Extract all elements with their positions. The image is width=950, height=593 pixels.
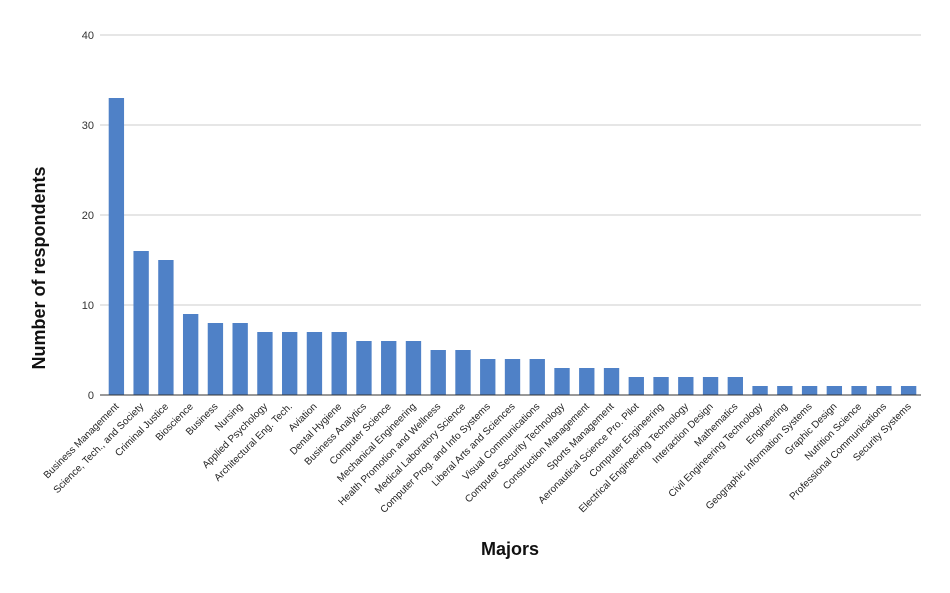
bar: [455, 350, 471, 395]
bar: [108, 98, 125, 395]
bar: [430, 350, 446, 395]
bar: [851, 386, 867, 395]
bar: [727, 377, 743, 395]
x-axis-title: Majors: [481, 539, 539, 559]
bar: [356, 341, 372, 395]
y-tick-label: 30: [82, 120, 94, 132]
bar: [282, 332, 298, 395]
bar: [554, 368, 570, 395]
y-axis-title: Number of respondents: [29, 166, 49, 369]
bar: [876, 386, 892, 395]
bar: [653, 377, 669, 395]
bar: [826, 386, 843, 395]
y-tick-label: 0: [88, 390, 94, 402]
bar: [480, 359, 496, 395]
bar: [801, 386, 818, 395]
bar: [900, 386, 917, 395]
y-tick-label: 10: [82, 300, 94, 312]
bar: [777, 386, 793, 395]
bar: [158, 260, 174, 395]
bar: [207, 323, 224, 395]
bar: [405, 341, 422, 395]
bars: [108, 98, 917, 395]
bar: [504, 359, 521, 395]
bar: [133, 251, 149, 395]
y-tick-label: 40: [82, 30, 94, 42]
bar: [603, 368, 620, 395]
bar: [182, 314, 199, 395]
gridlines: [100, 34, 921, 306]
y-axis-ticks: 0 10 20 30 40: [82, 30, 94, 402]
bar: [331, 332, 347, 395]
bar: [752, 386, 768, 395]
bar: [628, 377, 644, 395]
bar: [232, 323, 248, 395]
bar: [529, 359, 545, 395]
bar: [306, 332, 323, 395]
bar: [702, 377, 719, 395]
y-tick-label: 20: [82, 210, 94, 222]
bar: [579, 368, 595, 395]
bar: [381, 341, 397, 395]
bar: [257, 332, 273, 395]
bar: [678, 377, 694, 395]
